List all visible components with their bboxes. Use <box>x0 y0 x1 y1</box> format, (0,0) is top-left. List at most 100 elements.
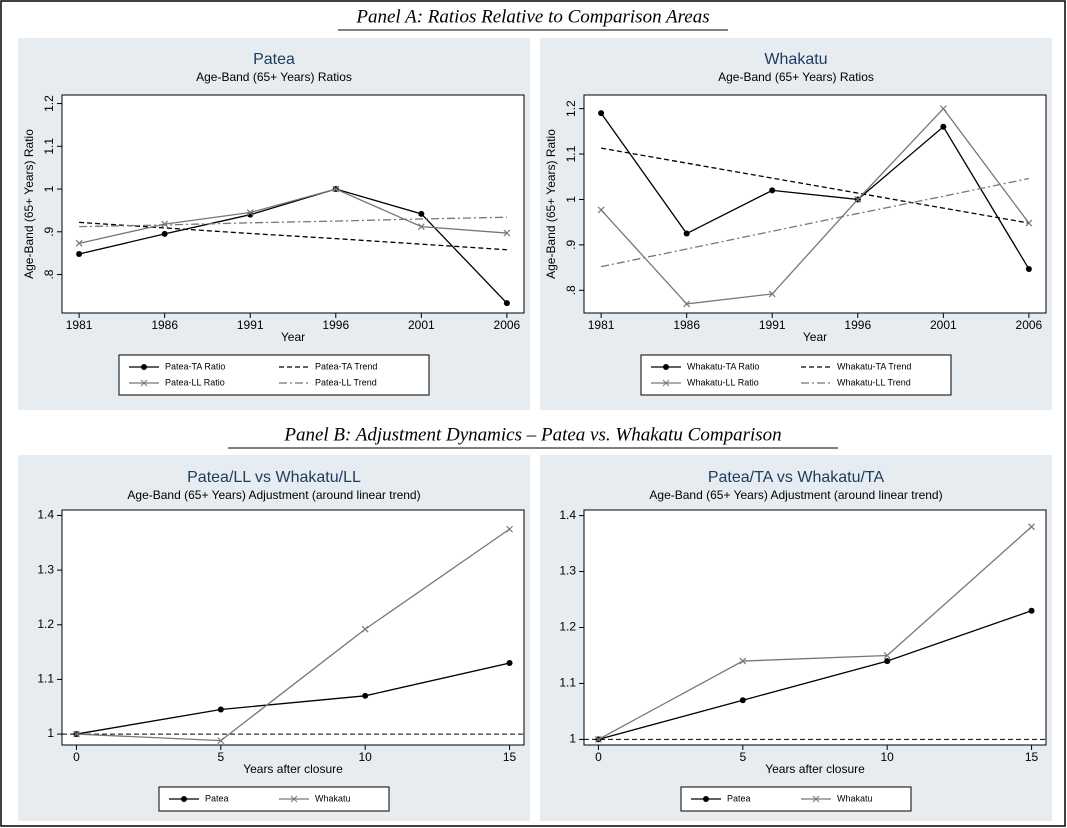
x-tick-label: 2006 <box>1016 318 1043 332</box>
x-tick-label: 2001 <box>930 318 957 332</box>
y-tick-label: .8 <box>42 269 56 279</box>
series-line <box>76 528 510 742</box>
panel-heading: Panel B: Adjustment Dynamics – Patea vs.… <box>283 424 781 445</box>
legend-box <box>118 354 430 396</box>
marker <box>217 737 225 745</box>
x-tick-label: 1986 <box>673 318 700 332</box>
marker <box>1028 523 1035 531</box>
marker <box>417 223 425 231</box>
legend-marker <box>140 379 148 387</box>
marker <box>217 706 224 713</box>
x-tick-label: 5 <box>217 750 224 764</box>
marker <box>939 105 947 113</box>
y-axis-label: Age-Band (65+ Years) Ratio <box>544 129 558 279</box>
legend-label: Whakatu <box>837 793 873 803</box>
y-tick-label: 1 <box>564 196 578 203</box>
x-tick-label: 15 <box>503 750 517 764</box>
y-tick-label: 1 <box>47 726 54 740</box>
marker <box>503 300 510 307</box>
marker <box>595 735 602 743</box>
marker <box>739 657 747 665</box>
marker <box>769 187 776 194</box>
legend-box <box>640 354 952 396</box>
marker <box>503 229 511 237</box>
legend-label: Whakatu-LL Ratio <box>687 377 759 387</box>
marker <box>332 185 340 193</box>
y-tick-label: 1.1 <box>559 676 576 690</box>
marker <box>598 110 605 117</box>
x-tick-label: 5 <box>739 750 746 764</box>
legend-label: Whakatu-TA Trend <box>837 361 911 371</box>
x-tick-label: 1986 <box>151 318 178 332</box>
y-tick-label: 1.2 <box>37 617 54 631</box>
series-line <box>600 107 1030 305</box>
x-tick-label: 1981 <box>66 318 93 332</box>
y-tick-label: 1.3 <box>559 564 576 578</box>
y-tick-label: 1.2 <box>42 95 56 112</box>
marker <box>739 697 746 704</box>
marker <box>768 290 776 298</box>
legend-label: Whakatu-TA Ratio <box>687 361 759 371</box>
x-tick-label: 0 <box>73 750 80 764</box>
x-tick-label: 15 <box>1025 750 1039 764</box>
marker <box>940 123 947 130</box>
marker <box>418 210 425 217</box>
series-line <box>78 188 508 304</box>
legend-label: Whakatu-LL Trend <box>837 377 911 387</box>
x-tick-label: 1996 <box>844 318 871 332</box>
series-line <box>79 216 507 228</box>
legend-label: Patea <box>727 793 751 803</box>
chart-title: Whakatu <box>764 51 827 68</box>
marker <box>1028 607 1035 614</box>
y-tick-label: 1.2 <box>564 100 578 117</box>
marker <box>161 220 169 228</box>
legend-marker <box>662 379 670 387</box>
x-axis-label: Years after closure <box>765 762 865 776</box>
plot-area <box>583 94 1047 314</box>
marker <box>597 206 605 214</box>
marker <box>246 209 254 216</box>
marker <box>683 300 691 308</box>
marker <box>1025 265 1032 272</box>
legend-marker <box>663 364 669 370</box>
plot-area <box>61 94 525 314</box>
legend-marker <box>812 795 820 803</box>
marker <box>506 525 513 533</box>
legend-marker <box>141 364 147 370</box>
y-axis-label: Age-Band (65+ Years) Ratio <box>22 129 36 279</box>
chart-title: Patea/LL vs Whakatu/LL <box>187 469 361 486</box>
x-tick-label: 2006 <box>494 318 521 332</box>
legend-label: Patea-TA Trend <box>315 361 377 371</box>
marker <box>75 239 83 247</box>
marker <box>854 196 862 203</box>
plot-area <box>61 509 525 746</box>
x-tick-label: 2001 <box>408 318 435 332</box>
marker <box>883 652 891 659</box>
y-tick-label: 1.1 <box>42 138 56 155</box>
marker <box>362 692 369 699</box>
chart: Patea Age-Band (65+ Years) Ratios .8 .9 1 1.1… <box>18 38 530 410</box>
y-tick-label: .9 <box>42 226 56 236</box>
chart: Whakatu Age-Band (65+ Years) Ratios .8 .9 1 1… <box>540 38 1052 410</box>
y-tick-label: .9 <box>564 240 578 250</box>
legend-marker <box>181 796 187 802</box>
series-line <box>598 526 1032 740</box>
y-tick-label: 1.4 <box>37 508 54 522</box>
legend-label: Whakatu <box>315 793 351 803</box>
x-tick-label: 0 <box>595 750 602 764</box>
y-tick-label: 1 <box>569 732 576 746</box>
legend-label: Patea-LL Trend <box>315 377 377 387</box>
x-axis-label: Year <box>281 330 305 344</box>
series-line <box>78 188 507 244</box>
x-axis-label: Years after closure <box>243 762 343 776</box>
legend-label: Patea-TA Ratio <box>165 361 225 371</box>
series-line <box>600 177 1030 268</box>
chart-subtitle: Age-Band (65+ Years) Adjustment (around … <box>649 488 942 502</box>
chart-subtitle: Age-Band (65+ Years) Adjustment (around … <box>127 488 420 502</box>
marker <box>361 625 369 633</box>
y-tick-label: 1 <box>42 185 56 192</box>
x-tick-label: 10 <box>881 750 895 764</box>
y-tick-label: 1.1 <box>37 672 54 686</box>
